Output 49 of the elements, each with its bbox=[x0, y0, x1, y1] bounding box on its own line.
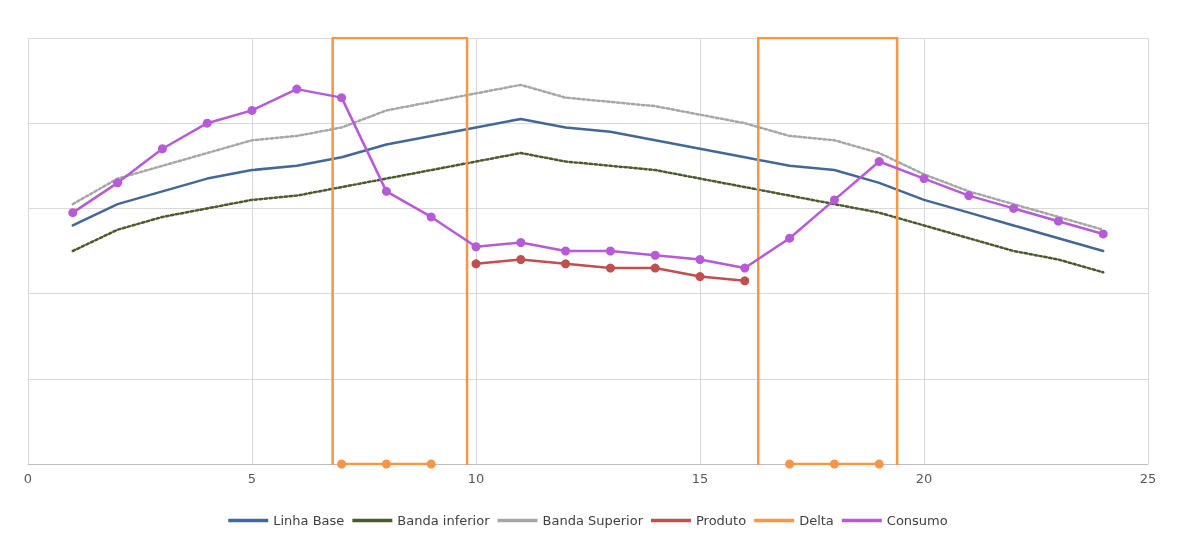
point bbox=[785, 233, 795, 243]
point bbox=[337, 93, 347, 103]
point bbox=[157, 144, 167, 154]
point bbox=[740, 276, 750, 286]
point bbox=[695, 272, 705, 282]
point bbox=[471, 259, 481, 269]
point bbox=[113, 178, 123, 188]
legend-label: Produto bbox=[695, 513, 747, 528]
point bbox=[740, 263, 750, 273]
point bbox=[829, 459, 839, 469]
point bbox=[247, 105, 257, 115]
x-tick-label: 20 bbox=[915, 471, 933, 486]
point bbox=[516, 237, 526, 247]
point bbox=[829, 195, 839, 205]
point bbox=[381, 459, 391, 469]
point bbox=[605, 246, 615, 256]
point bbox=[964, 191, 974, 201]
legend-label: Banda inferior bbox=[397, 513, 491, 528]
x-tick-label: 25 bbox=[1139, 471, 1157, 486]
point bbox=[561, 259, 571, 269]
point bbox=[1009, 203, 1019, 213]
x-tick-label: 5 bbox=[247, 471, 257, 486]
point bbox=[785, 459, 795, 469]
point bbox=[1053, 216, 1063, 226]
point bbox=[516, 255, 526, 265]
point bbox=[381, 186, 391, 196]
point bbox=[202, 118, 212, 128]
point bbox=[695, 255, 705, 265]
point bbox=[68, 208, 78, 218]
x-tick-label: 15 bbox=[691, 471, 709, 486]
x-tick-label: 0 bbox=[23, 471, 33, 486]
legend-label: Delta bbox=[799, 513, 834, 528]
point bbox=[919, 174, 929, 184]
legend-label: Consumo bbox=[886, 513, 948, 528]
point bbox=[292, 84, 302, 94]
point bbox=[650, 263, 660, 273]
point bbox=[605, 263, 615, 273]
x-tick-label: 10 bbox=[467, 471, 485, 486]
legend-label: Linha Base bbox=[273, 513, 345, 528]
point bbox=[426, 212, 436, 222]
legend-label: Banda Superior bbox=[542, 513, 644, 528]
point bbox=[874, 459, 884, 469]
point bbox=[337, 459, 347, 469]
point bbox=[1098, 229, 1108, 239]
point bbox=[561, 246, 571, 256]
point bbox=[471, 242, 481, 252]
point bbox=[874, 157, 884, 167]
point bbox=[426, 459, 436, 469]
point bbox=[650, 250, 660, 260]
